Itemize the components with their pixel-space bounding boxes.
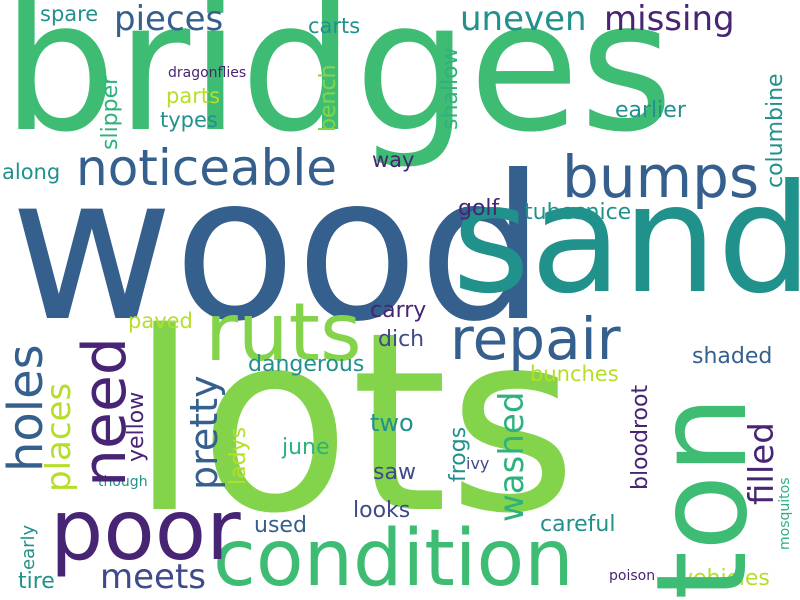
word-ladys: ladys [226,426,251,485]
word-early: early [18,524,39,570]
word-places: places [39,382,79,492]
word-ivy: ivy [466,454,490,473]
word-dangerous: dangerous [248,352,365,377]
word-shaded: shaded [692,344,773,369]
word-though: though [98,474,148,490]
word-frogs: frogs [446,426,471,482]
word-tire: tire [18,569,55,594]
word-way: way [372,148,415,172]
word-tubesnice: tubesnice [524,200,632,225]
word-careful: careful [540,512,616,537]
word-washed: washed [492,391,532,522]
word-carry: carry [370,298,427,323]
word-poison: poison [609,568,656,584]
word-filled: filled [742,422,782,505]
word-condition: condition [213,514,574,600]
word-golf: golf [458,196,500,221]
word-dich: dich [378,327,425,352]
word-repair: repair [450,305,621,373]
word-vehicles: vehicles [680,566,770,591]
word-uneven: uneven [460,0,587,39]
word-noticeable: noticeable [76,139,338,197]
word-saw: saw [373,460,416,485]
word-lots: lots [130,280,578,568]
word-two: two [370,409,414,437]
word-types: types [160,108,218,132]
word-carts: carts [308,14,361,38]
word-used: used [254,513,307,538]
word-yellow: yellow [124,391,149,462]
word-looks: looks [353,498,411,523]
word-ruts: ruts [205,286,362,379]
word-columbine: columbine [763,73,788,188]
word-bench: bench [316,64,341,132]
word-spare: spare [40,2,99,26]
word-bumps: bumps [562,143,760,211]
word-meets: meets [100,557,207,597]
word-pretty: pretty [182,375,226,490]
word-bunches: bunches [530,362,619,386]
word-bridges: bridges [2,0,674,172]
word-shallow: shallow [438,47,463,130]
word-along: along [2,160,61,184]
word-paved: paved [128,309,193,333]
word-mosquitos: mosquitos [777,477,793,551]
word-poor: poor [50,481,241,579]
word-pieces: pieces [114,0,224,39]
word-missing: missing [604,0,735,39]
word-bloodroot: bloodroot [628,384,653,490]
word-dragonflies: dragonflies [168,65,247,81]
word-earlier: earlier [615,98,686,123]
word-june: june [282,435,330,460]
word-parts: parts [166,84,221,108]
word-wood: wood [10,133,546,366]
word-slipper: slipper [98,75,123,150]
word-sand: sand [452,153,800,327]
